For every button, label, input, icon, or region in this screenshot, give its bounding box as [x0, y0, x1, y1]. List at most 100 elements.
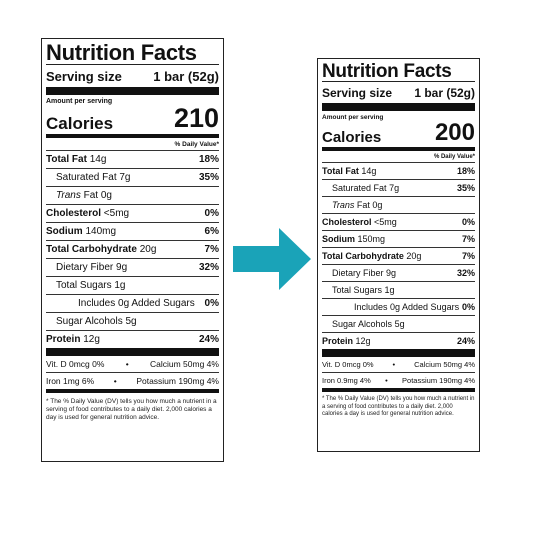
nutrient-dv: 7%	[461, 251, 475, 261]
vitamin-a: Vit. D 0mcg 0%	[46, 359, 105, 369]
nutrient-dv: 0%	[204, 298, 219, 309]
nutrient-name: Total Sugars	[332, 285, 383, 295]
nutrient-dv: 0%	[461, 217, 475, 227]
nutrient-amount: 9g	[386, 268, 397, 278]
footnote: * The % Daily Value (DV) tells you how m…	[46, 398, 217, 422]
nutrient-row-total-sugars: Total Sugars 1g	[322, 281, 475, 298]
nutrition-label-right: Nutrition Facts Serving size 1 bar (52g)…	[317, 58, 480, 452]
nutrient-amount: 150mg	[357, 234, 386, 244]
nutrient-row-total-sugars: Total Sugars 1g	[46, 276, 219, 294]
nutrient-name-rest: Fat	[356, 200, 370, 210]
nutrient-name: Total Fat	[322, 166, 359, 176]
daily-value-header: % Daily Value*	[433, 154, 475, 160]
vitamin-b: Calcium 50mg 4%	[150, 359, 219, 369]
nutrient-row-total-carbohydrate: Total Carbohydrate 20g 7%	[322, 247, 475, 264]
nutrient-name: Sodium	[46, 226, 83, 237]
nutrient-row-sodium: Sodium 150mg 7%	[322, 230, 475, 247]
medium-rule	[46, 389, 219, 393]
vitamin-row: Iron 0.9mg 4% • Potassium 190mg 4%	[322, 372, 475, 388]
nutrient-name: Dietary Fiber	[332, 268, 384, 278]
nutrient-amount: 12g	[83, 334, 100, 345]
calories-label: Calories	[322, 129, 382, 146]
nutrient-amount: 14g	[361, 166, 377, 176]
nutrient-amount: <5mg	[103, 208, 130, 219]
nutrient-amount: 0g	[372, 200, 383, 210]
nutrient-dv: 7%	[204, 244, 219, 255]
nutrient-dv: 6%	[204, 226, 219, 237]
nutrient-dv: 18%	[456, 166, 475, 176]
vitamin-a: Vit. D 0mcg 0%	[322, 360, 374, 369]
amount-per-serving: Amount per serving	[46, 98, 113, 105]
nutrient-amount: 20g	[139, 244, 157, 255]
nutrient-amount: 9g	[116, 262, 128, 273]
nutrient-name: Cholesterol	[322, 217, 372, 227]
medium-rule	[322, 388, 475, 392]
medium-rule	[46, 134, 219, 138]
nutrient-row-trans-fat: Trans Fat 0g	[322, 196, 475, 213]
nutrient-row-dietary-fiber: Dietary Fiber 9g 32%	[46, 258, 219, 276]
daily-value-header: % Daily Value*	[174, 141, 219, 148]
divider	[322, 81, 475, 82]
nutrient-dv: 7%	[461, 234, 475, 244]
nutrient-dv: 24%	[198, 334, 219, 345]
calories-row: Calories 200	[322, 121, 475, 147]
nutrient-name: Includes 0g Added Sugars	[354, 302, 460, 312]
nutrient-name: Sodium	[322, 234, 355, 244]
nutrition-label-left: Nutrition Facts Serving size 1 bar (52g)…	[41, 38, 224, 462]
nutrient-amount: <5mg	[374, 217, 397, 227]
thick-rule	[46, 348, 219, 356]
nutrient-row-saturated-fat: Saturated Fat 7g 35%	[46, 168, 219, 186]
vitamin-a: Iron 1mg 6%	[46, 376, 95, 386]
nutrient-dv: 0%	[461, 302, 475, 312]
nutrient-name: Trans	[56, 190, 81, 201]
nutrient-amount: 7g	[389, 183, 400, 193]
nutrient-amount: 5g	[125, 316, 137, 327]
nutrient-name-rest: Fat	[83, 190, 99, 201]
nutrient-name: Total Carbohydrate	[46, 244, 137, 255]
nutrient-name: Total Sugars	[56, 280, 112, 291]
vitamin-b: Potassium 190mg 4%	[136, 376, 219, 386]
nutrient-name: Saturated Fat	[56, 172, 117, 183]
nutrient-row-sodium: Sodium 140mg 6%	[46, 222, 219, 240]
amount-per-serving: Amount per serving	[322, 114, 384, 121]
serving-size-row: Serving size 1 bar (52g)	[322, 86, 475, 100]
nutrient-row-protein: Protein 12g 24%	[46, 330, 219, 348]
nutrient-name: Protein	[322, 336, 354, 346]
vitamin-row: Iron 1mg 6% • Potassium 190mg 4%	[46, 372, 219, 389]
bullet: •	[392, 360, 396, 369]
thick-rule	[322, 349, 475, 357]
nutrient-row-sugar-alcohols: Sugar Alcohols 5g	[322, 315, 475, 332]
nutrient-amount: 14g	[89, 154, 107, 165]
nutrient-row-added-sugars: Includes 0g Added Sugars 0%	[322, 298, 475, 315]
nutrient-dv: 0%	[204, 208, 219, 219]
serving-size-label: Serving size	[46, 69, 122, 84]
nutrient-name: Includes 0g Added Sugars	[78, 298, 195, 309]
nutrient-name: Total Fat	[46, 154, 87, 165]
calories-label: Calories	[46, 114, 114, 133]
nutrient-row-cholesterol: Cholesterol <5mg 0%	[46, 204, 219, 222]
vitamin-row: Vit. D 0mcg 0% • Calcium 50mg 4%	[46, 356, 219, 372]
nutrient-name: Total Carbohydrate	[322, 251, 404, 261]
footnote: * The % Daily Value (DV) tells you how m…	[322, 396, 475, 417]
nutrient-name: Dietary Fiber	[56, 262, 114, 273]
nutrient-row-trans-fat: Trans Fat 0g	[46, 186, 219, 204]
bullet: •	[113, 376, 117, 386]
nutrient-dv: 32%	[198, 262, 219, 273]
nutrient-row-cholesterol: Cholesterol <5mg 0%	[322, 213, 475, 230]
nutrient-dv: 32%	[456, 268, 475, 278]
nutrient-amount: 5g	[394, 319, 405, 329]
serving-size-row: Serving size 1 bar (52g)	[46, 69, 219, 84]
nutrient-dv: 18%	[198, 154, 219, 165]
nutrient-row-total-fat: Total Fat 14g 18%	[46, 150, 219, 168]
nutrient-name: Cholesterol	[46, 208, 102, 219]
nutrient-amount: 7g	[119, 172, 131, 183]
thick-rule	[46, 87, 219, 95]
nutrient-amount: 20g	[406, 251, 422, 261]
nutrient-row-added-sugars: Includes 0g Added Sugars 0%	[46, 294, 219, 312]
label-title: Nutrition Facts	[46, 40, 197, 65]
bullet: •	[125, 359, 129, 369]
nutrient-amount: 1g	[114, 280, 126, 291]
nutrient-name: Saturated Fat	[332, 183, 387, 193]
nutrient-amount: 1g	[384, 285, 395, 295]
nutrient-amount: 0g	[100, 190, 112, 201]
